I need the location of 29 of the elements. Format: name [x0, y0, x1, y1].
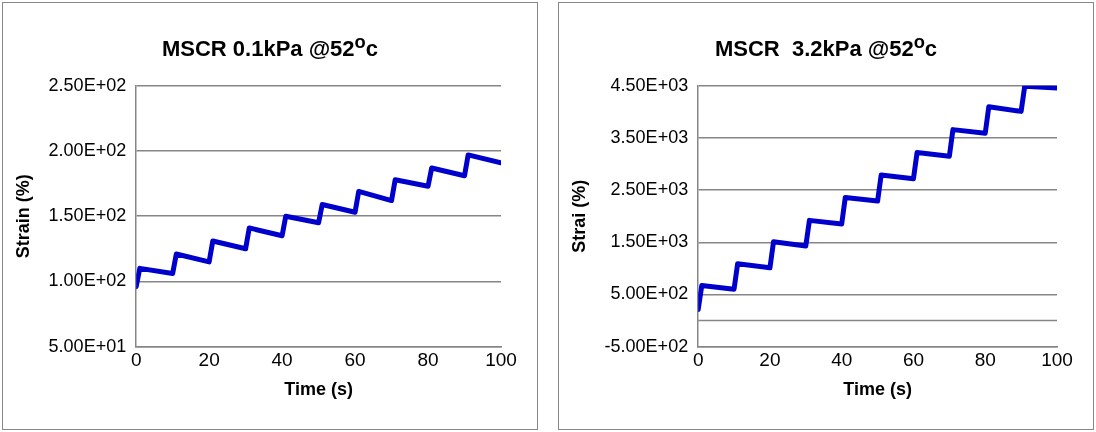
y-tick-label: -5.00E+02	[604, 335, 689, 356]
chart-title: MSCR 0.1kPa @52$^{o}$c	[160, 31, 380, 64]
x-tick-label: 80	[417, 349, 439, 371]
x-tick-label: 80	[974, 349, 996, 371]
y-tick-label: 4.50E+03	[610, 74, 689, 95]
y-tick-label: 5.00E+02	[610, 283, 689, 304]
y-tick-label: 2.00E+02	[48, 139, 127, 160]
y-axis-title: Strai (%)	[568, 179, 589, 253]
y-tick-label: 5.00E+01	[48, 335, 127, 356]
x-axis-title: Time (s)	[284, 379, 353, 400]
x-tick-label: 20	[198, 349, 220, 371]
x-axis-title: Time (s)	[843, 379, 912, 400]
x-tick-label: 100	[1041, 349, 1073, 371]
x-tick-label: 20	[759, 349, 781, 371]
y-axis-title: Strain (%)	[12, 174, 33, 259]
y-tick-label: 2.50E+03	[610, 179, 689, 200]
x-tick-label: 0	[692, 349, 704, 371]
y-tick-label: 2.50E+02	[48, 74, 127, 95]
x-tick-label: 60	[902, 349, 925, 371]
x-tick-label: 40	[831, 349, 853, 371]
x-tick-label: 100	[485, 349, 517, 371]
y-tick-label: 1.50E+02	[48, 205, 127, 226]
chart-title: MSCR 3.2kPa @52$^{o}$c	[713, 31, 939, 64]
y-tick-label: 1.50E+03	[610, 231, 689, 252]
x-tick-label: 40	[271, 349, 293, 371]
y-tick-label: 3.50E+03	[610, 126, 689, 147]
y-tick-label: 1.00E+02	[48, 270, 127, 291]
x-tick-label: 60	[344, 349, 366, 371]
x-tick-label: 0	[130, 349, 142, 371]
